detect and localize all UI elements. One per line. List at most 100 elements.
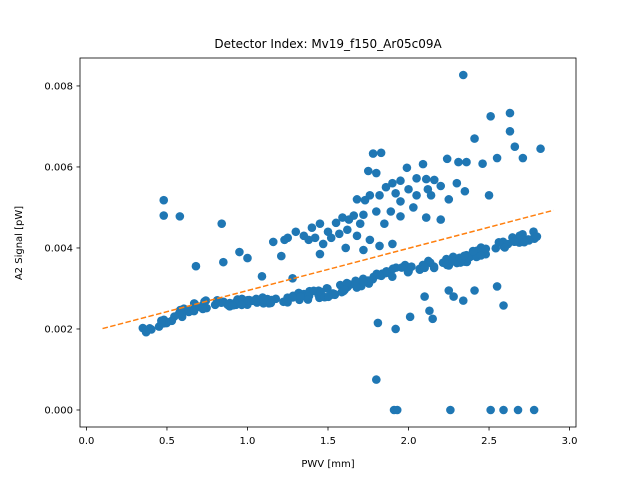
data-point (486, 405, 495, 415)
data-point (429, 175, 439, 185)
y-tick-label: 0.000 (44, 405, 73, 416)
data-point (380, 219, 389, 228)
data-point (478, 159, 487, 169)
data-point (280, 235, 289, 245)
data-point (259, 295, 269, 304)
data-point (428, 314, 437, 324)
data-point (425, 306, 434, 316)
data-point (402, 163, 412, 173)
data-point (388, 178, 397, 188)
data-point (157, 318, 166, 327)
data-point (307, 223, 317, 233)
data-point (386, 207, 396, 216)
data-point (360, 195, 370, 205)
y-tick-label: 0.002 (44, 324, 73, 335)
data-point (536, 144, 545, 154)
data-point (217, 219, 227, 228)
data-point (468, 246, 478, 256)
data-point (159, 195, 169, 205)
data-point (404, 184, 413, 194)
data-point (331, 218, 341, 228)
data-point (470, 286, 479, 295)
data-point (397, 263, 407, 272)
chart-title: Detector Index: Mv19_f150_Ar05c09A (214, 37, 442, 51)
data-point (499, 301, 508, 310)
y-tick-label: 0.006 (44, 162, 73, 173)
data-point (201, 296, 211, 305)
data-point (344, 215, 354, 224)
data-point (355, 219, 365, 228)
fit-line-group (102, 209, 554, 330)
data-point (376, 148, 386, 158)
data-point (291, 227, 301, 237)
data-point (510, 142, 520, 152)
data-point (476, 251, 486, 260)
data-point (381, 182, 391, 192)
data-point (228, 301, 237, 310)
data-point (175, 212, 185, 221)
data-point (392, 405, 402, 415)
data-point (494, 237, 504, 247)
data-point (359, 245, 368, 255)
data-point (486, 112, 495, 121)
data-point (420, 263, 429, 273)
data-point (391, 324, 400, 334)
x-tick-label: 1.5 (320, 436, 336, 447)
data-point (303, 295, 313, 304)
data-point (338, 213, 347, 222)
data-point (359, 210, 368, 220)
data-point (421, 174, 431, 184)
data-point (460, 186, 470, 196)
data-point (324, 292, 333, 302)
data-point (334, 229, 344, 239)
data-point (500, 243, 510, 252)
data-point (458, 296, 468, 305)
data-point (436, 215, 446, 224)
data-point (470, 134, 479, 143)
data-point (266, 298, 276, 308)
data-point (363, 166, 373, 176)
data-point (277, 251, 286, 261)
data-point (492, 282, 502, 291)
data-point (420, 292, 429, 301)
data-point (309, 286, 319, 296)
data-point (373, 318, 383, 328)
data-point (279, 297, 288, 307)
data-point (458, 70, 468, 80)
data-point (365, 235, 375, 245)
data-point (219, 257, 228, 267)
data-point (326, 233, 336, 243)
data-point (484, 191, 494, 200)
data-point (505, 127, 515, 136)
data-point (352, 195, 362, 204)
data-point (462, 157, 471, 167)
data-point (141, 327, 151, 337)
data-point (318, 239, 328, 249)
data-point (396, 197, 405, 206)
data-point (296, 292, 305, 302)
data-point (442, 154, 452, 164)
data-point (405, 312, 415, 322)
data-point (268, 237, 278, 247)
data-point (513, 405, 523, 415)
data-point (342, 278, 352, 288)
data-point (288, 293, 297, 302)
data-point (387, 272, 397, 281)
data-point (372, 207, 381, 216)
data-point (532, 232, 542, 241)
fit-line (102, 209, 554, 330)
data-point (372, 375, 381, 384)
data-point (481, 244, 491, 254)
data-point (452, 178, 462, 188)
data-point (446, 405, 455, 415)
data-point (358, 277, 368, 287)
data-point (396, 212, 405, 221)
data-point (519, 237, 529, 247)
data-point (375, 191, 384, 200)
data-point (460, 251, 469, 261)
data-point (454, 157, 463, 167)
data-point (235, 247, 244, 257)
data-point (340, 285, 349, 295)
data-point (257, 272, 267, 281)
x-tick-label: 3.0 (562, 436, 578, 447)
